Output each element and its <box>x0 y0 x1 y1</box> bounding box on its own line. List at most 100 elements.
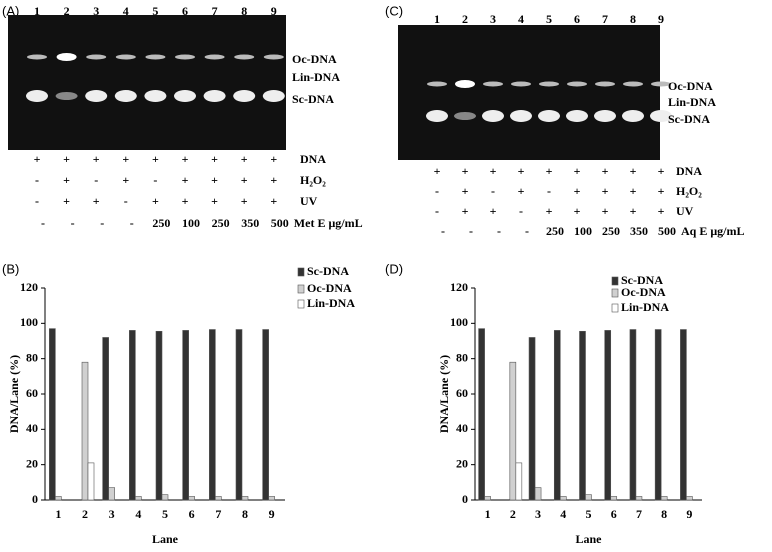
lane-sign: 100 <box>574 224 592 238</box>
bar <box>534 487 542 501</box>
x-tick-label: 7 <box>215 507 221 521</box>
lane-sign: + <box>63 173 70 187</box>
bar <box>604 330 612 501</box>
lane-sign: - <box>547 184 551 198</box>
lane-number: 1 <box>434 12 440 26</box>
bar <box>660 496 668 501</box>
gel-band <box>455 80 475 88</box>
bar <box>553 330 561 501</box>
x-tick-label: 9 <box>269 507 275 521</box>
legend-label: Oc-DNA <box>307 281 352 295</box>
lane-sign: + <box>211 194 218 208</box>
lane-sign: - <box>35 194 39 208</box>
lane-sign: + <box>182 173 189 187</box>
lane-sign: + <box>574 184 581 198</box>
legend-swatch <box>611 303 619 313</box>
lane-sign: + <box>630 164 637 178</box>
bar <box>686 496 693 501</box>
lane-sign: 350 <box>630 224 648 238</box>
x-tick-label: 2 <box>510 507 516 521</box>
lane-sign: - <box>519 204 523 218</box>
lane-sign: 250 <box>546 224 564 238</box>
lane-sign: + <box>241 194 248 208</box>
x-tick-label: 7 <box>636 507 642 521</box>
lane-number: 8 <box>630 12 636 26</box>
gel-band <box>538 110 560 122</box>
panel-label: (D) <box>385 261 403 276</box>
lane-number: 3 <box>490 12 496 26</box>
y-tick-label: 100 <box>20 315 38 329</box>
bar <box>509 361 517 501</box>
y-tick-label: 20 <box>456 456 468 470</box>
lane-sign: - <box>497 224 501 238</box>
gel-band <box>26 90 48 102</box>
lane-sign: + <box>490 164 497 178</box>
gel-band <box>233 90 256 102</box>
bar <box>528 337 536 501</box>
lane-number: 6 <box>574 12 580 26</box>
lane-sign: + <box>658 184 665 198</box>
bar <box>135 496 142 501</box>
bar <box>182 330 189 501</box>
row-label: H₂O₂ <box>676 184 702 198</box>
x-tick-label: 3 <box>535 507 541 521</box>
lane-number: 2 <box>462 12 468 26</box>
row-label: DNA <box>676 164 702 178</box>
legend-label: Lin-DNA <box>307 296 355 310</box>
x-tick-label: 8 <box>242 507 248 521</box>
gel-band <box>427 81 447 87</box>
row-label: H₂O₂ <box>300 173 326 187</box>
lane-sign: + <box>122 152 129 166</box>
bar <box>629 329 637 501</box>
bar <box>515 462 523 501</box>
gel-band <box>566 110 588 122</box>
lane-sign: + <box>602 184 609 198</box>
x-tick-label: 6 <box>189 507 195 521</box>
lane-sign: + <box>63 194 70 208</box>
gel-band <box>174 90 196 102</box>
gel-band <box>539 81 559 87</box>
gel-band <box>623 81 643 87</box>
bar <box>235 329 243 501</box>
lane-sign: + <box>462 184 469 198</box>
lane-sign: + <box>182 194 189 208</box>
lane-sign: 250 <box>602 224 620 238</box>
legend-label: Lin-DNA <box>621 300 669 314</box>
lane-sign: - <box>491 184 495 198</box>
y-tick-label: 80 <box>26 350 38 364</box>
x-tick-label: 4 <box>135 507 141 521</box>
gel-band <box>234 54 255 60</box>
lane-sign: 350 <box>241 216 259 230</box>
lane-sign: - <box>441 224 445 238</box>
lane-sign: + <box>658 204 665 218</box>
lane-sign: + <box>270 152 277 166</box>
lane-number: 8 <box>241 4 247 18</box>
row-label: Aq E μg/mL <box>681 224 744 238</box>
bar <box>81 361 89 501</box>
lane-sign: + <box>518 184 525 198</box>
y-tick-label: 60 <box>26 386 38 400</box>
gel-band <box>175 54 195 60</box>
gel-image <box>8 15 286 150</box>
lane-number: 9 <box>271 4 277 18</box>
band-label: Lin-DNA <box>292 70 340 84</box>
lane-number: 4 <box>123 4 129 18</box>
lane-sign: + <box>434 164 441 178</box>
lane-sign: - <box>41 216 45 230</box>
lane-sign: + <box>462 164 469 178</box>
lane-sign: + <box>211 152 218 166</box>
gel-band <box>56 53 77 61</box>
lane-number: 9 <box>658 12 664 26</box>
gel-band <box>426 110 448 122</box>
lane-sign: + <box>546 204 553 218</box>
gel-band <box>650 110 672 122</box>
lane-sign: + <box>630 184 637 198</box>
lane-sign: + <box>518 164 525 178</box>
row-label: UV <box>676 204 694 218</box>
x-tick-label: 8 <box>661 507 667 521</box>
y-tick-label: 80 <box>456 350 468 364</box>
lane-sign: + <box>546 164 553 178</box>
bar <box>161 494 169 501</box>
lane-sign: + <box>63 152 70 166</box>
band-label: Oc-DNA <box>668 79 713 93</box>
